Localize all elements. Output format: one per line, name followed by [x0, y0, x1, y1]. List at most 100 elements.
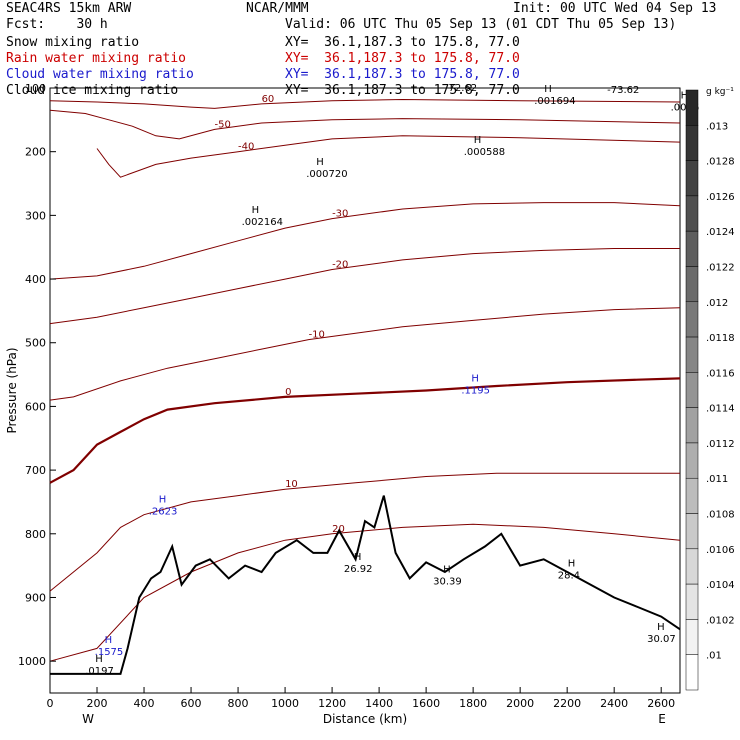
extremum-label: .001694 [534, 96, 575, 107]
x-tick-label: 2200 [553, 697, 581, 710]
extremum-label: .2623 [149, 507, 178, 518]
isotherm-label: -20 [332, 260, 348, 271]
x-tick-label: 2600 [647, 697, 675, 710]
x-tick-label: 800 [228, 697, 249, 710]
high-marker: H [471, 374, 479, 385]
isotherm-line [49, 523, 681, 662]
extremum-label: -72.62 [445, 83, 477, 94]
colorbar-label: .0102 [706, 615, 735, 626]
colorbar-swatch [685, 513, 699, 550]
colorbar-swatch [685, 336, 699, 373]
terrain-line [50, 495, 681, 675]
extremum-label: .000720 [306, 169, 347, 180]
x-tick-label: 200 [87, 697, 108, 710]
isotherm-label: 20 [332, 524, 345, 535]
isotherm-label: 10 [285, 479, 298, 490]
colorbar-swatch [685, 407, 699, 444]
forecast-hour: Fcst: 30 h [6, 17, 108, 32]
colorbar-swatch [685, 125, 699, 161]
extremum-label: .0197 [85, 666, 114, 677]
plot-frame [49, 87, 681, 694]
y-tick-label: 400 [25, 273, 46, 286]
isotherm-line [49, 472, 680, 592]
colorbar-label: .0114 [706, 404, 735, 415]
west-label: W [82, 712, 94, 726]
extremum-label: 26.92 [344, 564, 373, 575]
high-marker: H [95, 654, 103, 665]
legend-label: Rain water mixing ratio [6, 51, 187, 66]
y-tick-label: 600 [25, 400, 46, 413]
colorbar-label: .013 [706, 121, 728, 132]
legend-xy: XY= 36.1,187.3 to 175.8, 77.0 [285, 67, 520, 82]
high-marker: H [159, 495, 167, 506]
extremum-label: .002164 [242, 217, 283, 228]
x-tick-label: 0 [47, 697, 54, 710]
y-tick-label: 800 [25, 528, 46, 541]
legend-xy: XY= 36.1,187.3 to 175.8, 77.0 [285, 35, 520, 50]
colorbar-swatch [685, 372, 699, 408]
east-label: E [658, 712, 666, 726]
colorbar-label: .011 [706, 474, 728, 485]
y-tick-label: 200 [25, 146, 46, 159]
x-tick-label: 2400 [600, 697, 628, 710]
colorbar-swatch [685, 301, 699, 338]
high-marker: H [252, 205, 260, 216]
colorbar-label: .01 [706, 651, 722, 662]
colorbar-label: .0128 [706, 157, 735, 168]
colorbar-label: .0108 [706, 510, 735, 521]
colorbar-swatch [685, 654, 699, 691]
isotherm-line [49, 98, 681, 109]
extremum-label: .0026 [671, 102, 700, 113]
isotherm-line [49, 307, 681, 401]
y-tick-label: 700 [25, 464, 46, 477]
high-marker: H [316, 157, 324, 168]
colorbar-label: .012 [706, 298, 728, 309]
colorbar-label: .0116 [706, 368, 735, 379]
isotherm-label: -10 [309, 330, 325, 341]
colorbar-swatch [685, 477, 699, 514]
y-axis-label: Pressure (hPa) [5, 347, 19, 433]
y-tick-label: 900 [25, 591, 46, 604]
x-tick-label: 1000 [271, 697, 299, 710]
colorbar-swatch [685, 619, 699, 655]
high-marker: H [443, 565, 451, 576]
x-tick-label: 600 [181, 697, 202, 710]
colorbar-swatch [685, 160, 699, 197]
legend-label: Cloud ice mixing ratio [6, 83, 179, 98]
colorbar-label: .0112 [706, 439, 735, 450]
isotherm-label: -50 [215, 119, 231, 130]
high-marker: H [657, 622, 665, 633]
extremum-label: 30.07 [647, 634, 676, 645]
high-marker: H [681, 90, 689, 101]
extremum-label: 28.4 [558, 570, 580, 581]
x-tick-label: 2000 [506, 697, 534, 710]
x-tick-label: 1400 [365, 697, 393, 710]
colorbar-label: .0118 [706, 333, 735, 344]
legend-xy: XY= 36.1,187.3 to 175.8, 77.0 [285, 51, 520, 66]
valid-time: Valid: 06 UTC Thu 05 Sep 13 (01 CDT Thu … [285, 17, 677, 32]
y-tick-label: 500 [25, 337, 46, 350]
high-marker: H [105, 635, 113, 646]
isotherm-line [49, 248, 680, 325]
x-tick-label: 400 [134, 697, 155, 710]
y-tick-label-top: 100 [25, 82, 46, 95]
model-name: SEAC4RS 15km ARW [6, 1, 132, 16]
colorbar-swatch [685, 266, 699, 303]
init-time: Init: 00 UTC Wed 04 Sep 13 [513, 1, 717, 16]
colorbar-label: .0124 [706, 227, 735, 238]
extremum-label: .1195 [461, 386, 490, 397]
colorbar-label: .0126 [706, 192, 735, 203]
high-marker: H [474, 135, 482, 146]
isotherm-line [96, 135, 681, 178]
colorbar-swatch [685, 583, 699, 620]
x-axis-label: Distance (km) [323, 712, 407, 726]
extremum-label: .1575 [95, 647, 124, 658]
extremum-label: -73.62 [607, 85, 639, 96]
extremum-label: 30.39 [433, 577, 462, 588]
legend-label: Snow mixing ratio [6, 35, 140, 50]
colorbar-label: .0106 [706, 545, 735, 556]
y-tick-label: 300 [25, 209, 46, 222]
high-marker: H [544, 84, 552, 95]
colorbar-label: .0122 [706, 262, 735, 273]
organization: NCAR/MMM [246, 1, 309, 16]
